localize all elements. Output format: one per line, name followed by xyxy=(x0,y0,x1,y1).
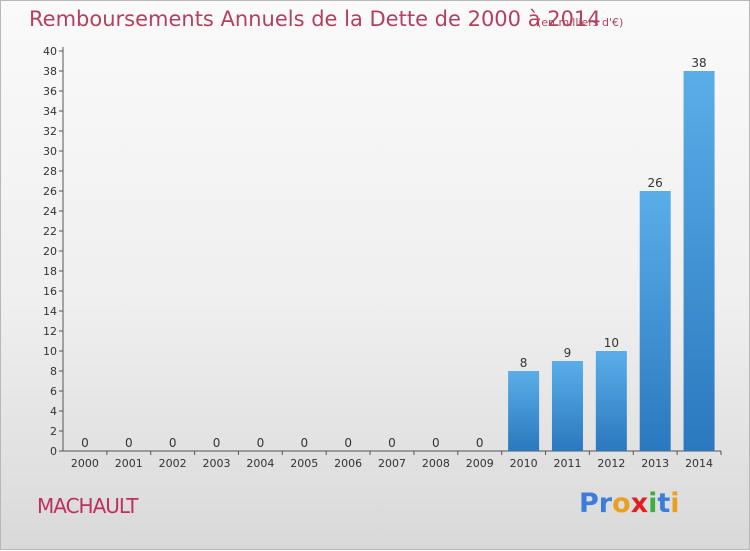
x-tick-label: 2008 xyxy=(422,457,450,470)
x-tick-label: 2011 xyxy=(553,457,581,470)
x-tick-label: 2001 xyxy=(115,457,143,470)
y-tick-label: 14 xyxy=(43,305,57,318)
bar-value-label: 38 xyxy=(691,56,706,70)
x-tick-label: 2006 xyxy=(334,457,362,470)
proxiti-logo: Proxiti xyxy=(579,488,680,519)
x-tick-label: 2000 xyxy=(71,457,99,470)
bar-value-label: 0 xyxy=(300,436,308,450)
bar-value-label: 0 xyxy=(169,436,177,450)
bar-value-label: 0 xyxy=(476,436,484,450)
bar-value-label: 0 xyxy=(257,436,265,450)
y-tick-label: 40 xyxy=(43,45,57,58)
bar-value-label: 9 xyxy=(564,346,572,360)
y-tick-label: 2 xyxy=(50,425,57,438)
y-tick-label: 12 xyxy=(43,325,57,338)
y-tick-label: 10 xyxy=(43,345,57,358)
bar xyxy=(683,71,715,451)
bar-value-label: 8 xyxy=(520,356,528,370)
bar-value-label: 0 xyxy=(344,436,352,450)
bar-value-label: 0 xyxy=(125,436,133,450)
y-tick-label: 32 xyxy=(43,125,57,138)
chart-title: Remboursements Annuels de la Dette de 20… xyxy=(29,7,601,31)
y-tick-label: 6 xyxy=(50,385,57,398)
x-tick-label: 2012 xyxy=(597,457,625,470)
y-tick-label: 38 xyxy=(43,65,57,78)
commune-name: MACHAULT xyxy=(37,494,139,518)
logo-letter: i xyxy=(670,488,680,519)
y-tick-label: 22 xyxy=(43,225,57,238)
logo-letter: P xyxy=(579,488,599,519)
y-tick-label: 0 xyxy=(50,445,57,458)
y-tick-label: 18 xyxy=(43,265,57,278)
bar-value-label: 10 xyxy=(604,336,619,350)
bar xyxy=(508,371,540,451)
logo-letter: r xyxy=(598,488,613,519)
bar xyxy=(551,361,583,451)
x-tick-label: 2004 xyxy=(246,457,274,470)
x-tick-label: 2005 xyxy=(290,457,318,470)
x-tick-label: 2013 xyxy=(641,457,669,470)
bar-value-label: 0 xyxy=(81,436,89,450)
logo-letter: o xyxy=(612,488,631,519)
y-tick-label: 36 xyxy=(43,85,57,98)
chart-unit: (en milliers d'€) xyxy=(537,16,624,29)
y-tick-label: 20 xyxy=(43,245,57,258)
x-tick-label: 2002 xyxy=(159,457,187,470)
y-tick-label: 16 xyxy=(43,285,57,298)
y-tick-label: 26 xyxy=(43,185,57,198)
bar-value-label: 0 xyxy=(432,436,440,450)
bar-value-label: 0 xyxy=(213,436,221,450)
bar xyxy=(639,191,671,451)
x-tick-label: 2009 xyxy=(466,457,494,470)
bar-value-label: 0 xyxy=(388,436,396,450)
logo-letter: t xyxy=(657,488,671,519)
x-tick-label: 2014 xyxy=(685,457,713,470)
x-tick-label: 2003 xyxy=(203,457,231,470)
y-tick-label: 8 xyxy=(50,365,57,378)
y-tick-label: 34 xyxy=(43,105,57,118)
y-tick-label: 24 xyxy=(43,205,57,218)
bar xyxy=(595,351,627,451)
bar-value-label: 26 xyxy=(648,176,663,190)
x-tick-label: 2010 xyxy=(510,457,538,470)
logo-letter: i xyxy=(648,488,658,519)
x-tick-label: 2007 xyxy=(378,457,406,470)
y-tick-label: 4 xyxy=(50,405,57,418)
y-tick-label: 30 xyxy=(43,145,57,158)
y-tick-label: 28 xyxy=(43,165,57,178)
logo-letter: x xyxy=(630,488,649,519)
